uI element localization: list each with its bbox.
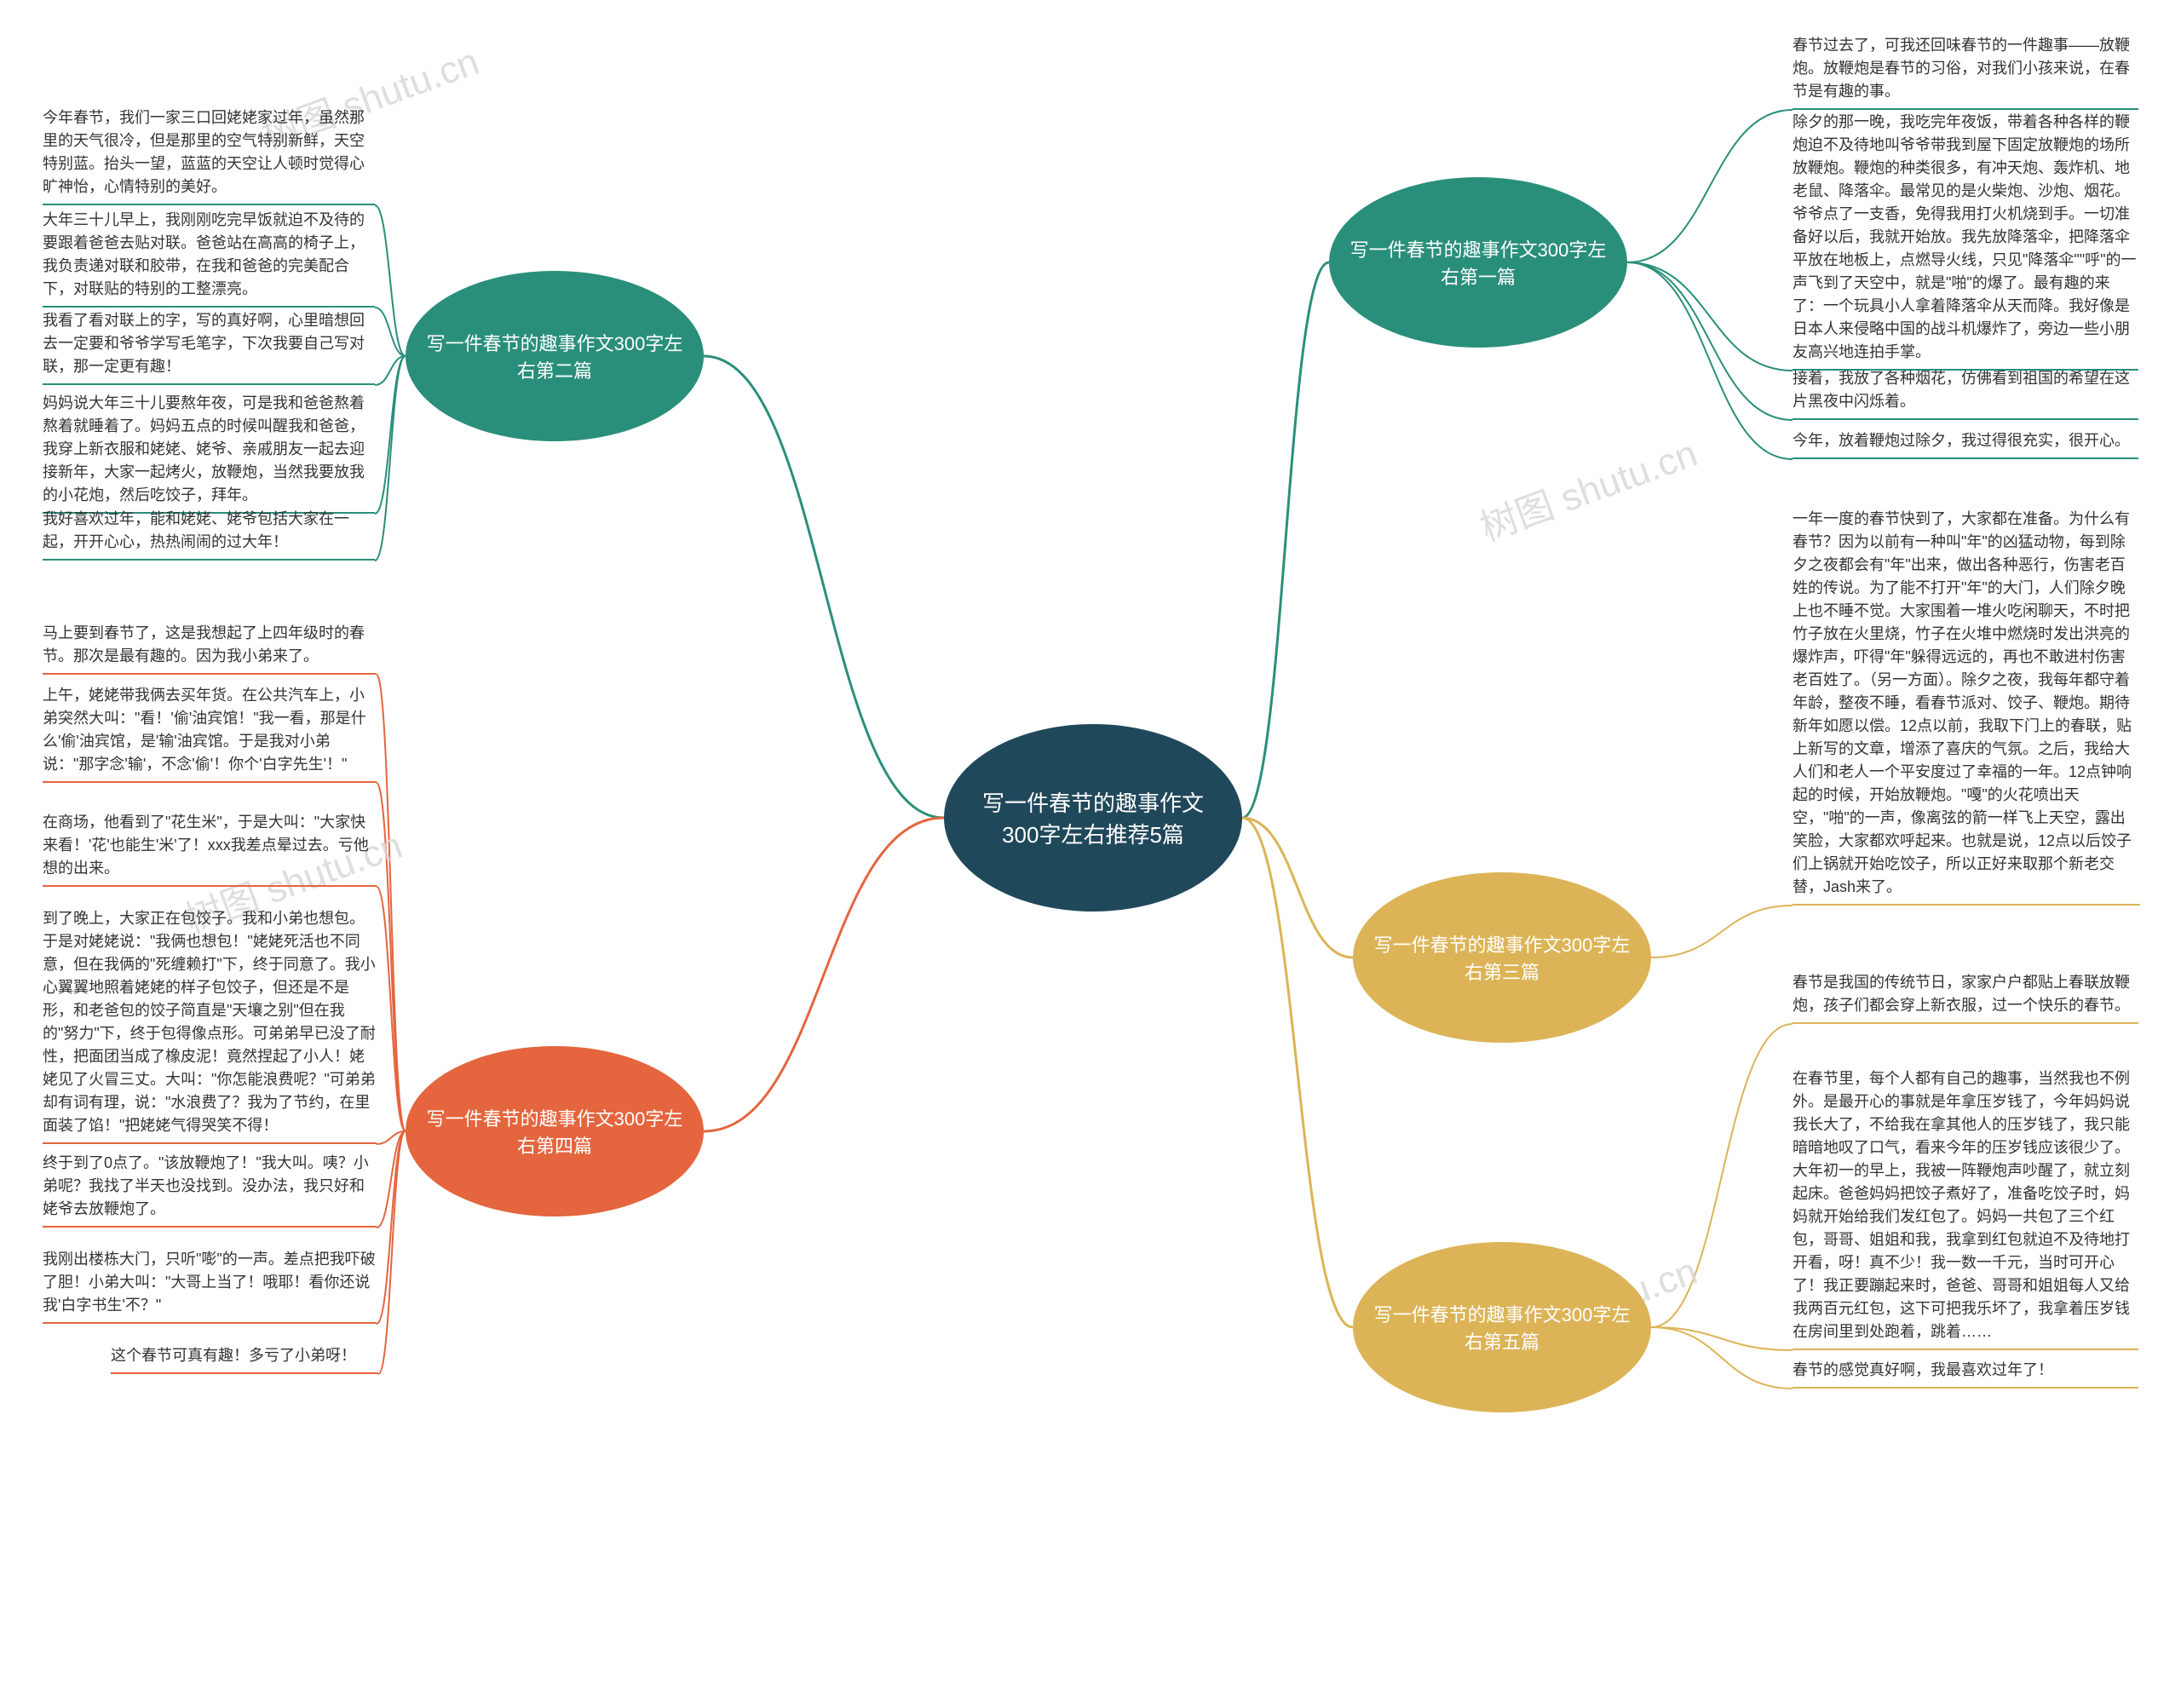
branch-topic-label: 写一件春节的趣事作文300字左右第二篇 (423, 329, 687, 383)
leaf-note: 我好喜欢过年，能和姥姥、姥爷包括大家在一起，开开心心，热热闹闹的过大年！ (43, 508, 375, 561)
leaf-note: 在商场，他看到了"花生米"，于是大叫："大家快来看！'花'也能生'米'了！xxx… (43, 811, 377, 887)
branch-topic-label: 写一件春节的趣事作文300字左右第三篇 (1370, 930, 1634, 985)
leaf-note: 上午，姥姥带我俩去买年货。在公共汽车上，小弟突然大叫："看！'偷'油宾馆！"我一… (43, 684, 377, 783)
leaf-note: 除夕的那一晚，我吃完年夜饭，带着各种各样的鞭炮迫不及待地叫爷爷带我到屋下固定放鞭… (1793, 111, 2138, 371)
leaf-note: 马上要到春节了，这是我想起了上四年级时的春节。那次是最有趣的。因为我小弟来了。 (43, 622, 377, 675)
leaf-note: 春节的感觉真好啊，我最喜欢过年了！ (1793, 1359, 2138, 1389)
leaf-note: 妈妈说大年三十儿要熬年夜，可是我和爸爸熬着熬着就睡着了。妈妈五点的时候叫醒我和爸… (43, 392, 375, 514)
leaf-note: 一年一度的春节快到了，大家都在准备。为什么有春节？因为以前有一种叫"年"的凶猛动… (1793, 508, 2140, 906)
branch-topic: 写一件春节的趣事作文300字左右第一篇 (1329, 177, 1627, 348)
leaf-note: 春节是我国的传统节日，家家户户都贴上春联放鞭炮，孩子们都会穿上新衣服，过一个快乐… (1793, 971, 2138, 1024)
leaf-note: 大年三十儿早上，我刚刚吃完早饭就迫不及待的要跟着爸爸去贴对联。爸爸站在高高的椅子… (43, 209, 375, 308)
branch-topic: 写一件春节的趣事作文300字左右第四篇 (406, 1046, 704, 1216)
leaf-note: 接着，我放了各种烟花，仿佛看到祖国的希望在这片黑夜中闪烁着。 (1793, 367, 2138, 420)
leaf-note: 终于到了0点了。"该放鞭炮了！"我大叫。咦？小弟呢？我找了半天也没找到。没办法，… (43, 1152, 377, 1228)
branch-topic-label: 写一件春节的趣事作文300字左右第五篇 (1370, 1300, 1634, 1354)
leaf-note: 我看了看对联上的字，写的真好啊，心里暗想回去一定要和爷爷学写毛笔字，下次我要自己… (43, 309, 375, 385)
watermark: 树图 shutu.cn (1471, 423, 1703, 551)
leaf-note: 春节过去了，可我还回味春节的一件趣事——放鞭炮。放鞭炮是春节的习俗，对我们小孩来… (1793, 34, 2138, 110)
branch-topic-label: 写一件春节的趣事作文300字左右第四篇 (423, 1104, 687, 1159)
leaf-note: 今年春节，我们一家三口回姥姥家过年，虽然那里的天气很冷，但是那里的空气特别新鲜，… (43, 106, 375, 205)
leaf-note: 在春节里，每个人都有自己的趣事，当然我也不例外。是最开心的事就是年拿压岁钱了，今… (1793, 1067, 2138, 1350)
branch-topic-label: 写一件春节的趣事作文300字左右第一篇 (1346, 235, 1610, 290)
leaf-note: 我刚出楼栋大门，只听"嘭"的一声。差点把我吓破了胆！小弟大叫："大哥上当了！哦耶… (43, 1248, 377, 1324)
branch-topic: 写一件春节的趣事作文300字左右第三篇 (1353, 872, 1651, 1043)
leaf-note: 到了晚上，大家正在包饺子。我和小弟也想包。于是对姥姥说："我俩也想包！"姥姥死活… (43, 907, 377, 1144)
branch-topic: 写一件春节的趣事作文300字左右第五篇 (1353, 1242, 1651, 1412)
center-topic-label: 写一件春节的趣事作文300字左右推荐5篇 (970, 786, 1217, 849)
leaf-note: 今年，放着鞭炮过除夕，我过得很充实，很开心。 (1793, 429, 2138, 459)
center-topic: 写一件春节的趣事作文300字左右推荐5篇 (944, 724, 1242, 912)
branch-topic: 写一件春节的趣事作文300字左右第二篇 (406, 271, 704, 441)
leaf-note: 这个春节可真有趣！多亏了小弟呀！ (111, 1344, 378, 1374)
